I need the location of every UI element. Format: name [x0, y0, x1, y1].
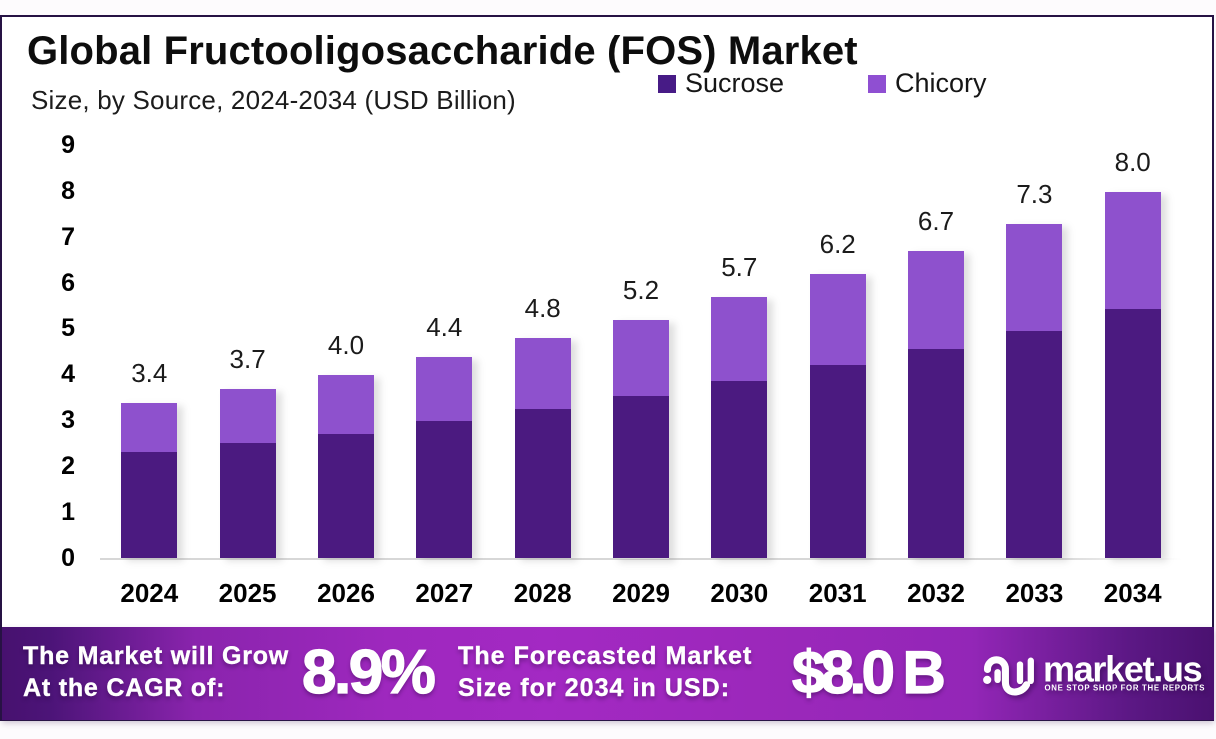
svg-text:ONE STOP SHOP FOR THE REPORTS: ONE STOP SHOP FOR THE REPORTS: [1045, 684, 1206, 693]
svg-text:market.us: market.us: [1043, 650, 1202, 690]
